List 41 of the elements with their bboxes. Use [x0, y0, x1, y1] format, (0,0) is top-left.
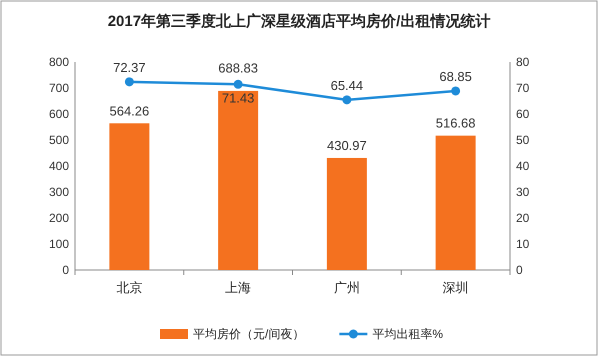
y2-tick-label: 70: [516, 81, 530, 95]
y2-tick-label: 0: [516, 263, 523, 277]
y-tick-label: 100: [48, 237, 70, 251]
chart-title: 2017年第三季度北上广深星级酒店平均房价/出租情况统计: [108, 12, 490, 30]
x-tick-label: 深圳: [442, 280, 469, 295]
data-label: 68.85: [439, 68, 472, 84]
point: [124, 77, 134, 86]
y-tick-label: 400: [48, 159, 70, 173]
y2-tick-label: 20: [516, 211, 530, 225]
data-label: 430.97: [326, 138, 367, 153]
data-label: 516.68: [436, 116, 476, 131]
bar: [326, 158, 367, 270]
legend-label: 平均房价（元/间夜）: [193, 327, 304, 341]
y2-tick-label: 80: [516, 55, 530, 69]
y2-tick-label: 30: [516, 185, 530, 199]
data-label: 72.37: [113, 60, 146, 75]
y2-tick-label: 10: [516, 237, 530, 251]
y-tick-label: 500: [48, 133, 70, 147]
y-tick-label: 800: [48, 55, 70, 69]
bar: [436, 136, 476, 270]
y-tick-label: 0: [62, 263, 70, 277]
y-tick-label: 700: [48, 81, 70, 95]
bar: [218, 90, 258, 270]
x-tick-label: 北京: [116, 280, 142, 295]
data-label: 71.43: [222, 90, 254, 106]
point: [451, 86, 460, 96]
point: [342, 95, 352, 104]
data-label: 688.83: [218, 60, 258, 76]
y2-tick-label: 50: [516, 133, 530, 147]
data-label: 564.26: [109, 103, 150, 118]
x-tick-label: 广州: [334, 280, 360, 295]
y-tick-label: 300: [48, 185, 70, 199]
y-tick-label: 600: [48, 107, 70, 121]
y-tick-label: 200: [48, 211, 70, 225]
data-label: 65.44: [330, 78, 364, 93]
x-tick-label: 上海: [225, 280, 252, 295]
y2-tick-label: 40: [516, 159, 530, 173]
legend-label: 平均出租率%: [372, 327, 444, 341]
y2-tick-label: 60: [516, 107, 530, 121]
point: [234, 80, 243, 89]
bar: [109, 123, 150, 270]
